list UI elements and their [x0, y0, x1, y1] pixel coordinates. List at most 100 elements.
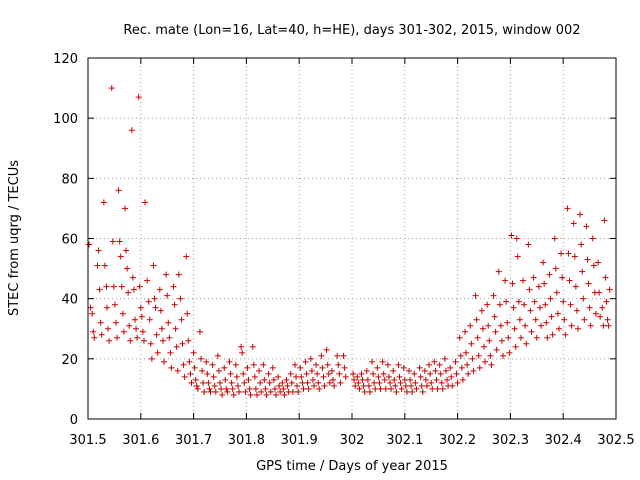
data-point — [422, 376, 429, 383]
data-point — [211, 382, 218, 389]
data-point — [385, 373, 392, 380]
data-point — [503, 298, 510, 305]
data-point — [120, 328, 127, 335]
data-point — [170, 283, 177, 290]
data-point — [284, 382, 291, 389]
data-point — [365, 382, 372, 389]
data-point — [196, 328, 203, 335]
data-point — [558, 250, 565, 257]
data-point — [109, 238, 116, 245]
data-point — [544, 334, 551, 341]
data-point — [573, 307, 580, 314]
data-point — [456, 334, 463, 341]
data-point — [229, 385, 236, 392]
data-point — [342, 373, 349, 380]
data-point — [474, 334, 481, 341]
data-point — [309, 376, 316, 383]
data-point — [428, 379, 435, 386]
data-point — [178, 316, 185, 323]
y-tick-label: 60 — [61, 233, 78, 248]
data-point — [498, 337, 505, 344]
data-point — [293, 373, 300, 380]
data-point — [105, 325, 112, 332]
data-point — [401, 376, 408, 383]
data-point — [297, 364, 304, 371]
data-point — [555, 325, 562, 332]
data-point — [449, 382, 456, 389]
data-point — [299, 379, 306, 386]
data-point — [337, 379, 344, 386]
data-point — [197, 355, 204, 362]
data-point — [187, 370, 194, 377]
data-point — [224, 388, 231, 395]
data-point — [475, 352, 482, 359]
data-point — [331, 382, 338, 389]
data-point — [429, 385, 436, 392]
data-points — [86, 85, 613, 398]
data-point — [135, 94, 142, 101]
data-point — [90, 328, 97, 335]
data-point — [553, 289, 560, 296]
data-point — [174, 367, 181, 374]
data-point — [244, 364, 251, 371]
data-point — [137, 304, 144, 311]
x-tick-label: 302 — [340, 433, 365, 448]
data-point — [277, 388, 284, 395]
data-point — [153, 331, 160, 338]
data-point — [403, 388, 410, 395]
data-point — [377, 385, 384, 392]
data-point — [526, 286, 533, 293]
data-point — [233, 373, 240, 380]
data-point — [364, 376, 371, 383]
data-point — [165, 319, 172, 326]
data-point — [514, 253, 521, 260]
data-point — [417, 373, 424, 380]
data-point — [478, 307, 485, 314]
data-point — [96, 286, 103, 293]
data-point — [408, 382, 415, 389]
data-point — [584, 256, 591, 263]
data-point — [152, 304, 159, 311]
data-point — [419, 388, 426, 395]
data-point — [409, 388, 416, 395]
data-point — [324, 361, 331, 368]
data-point — [603, 298, 610, 305]
data-point — [188, 379, 195, 386]
data-point — [222, 376, 229, 383]
data-point — [95, 247, 102, 254]
data-point — [413, 385, 420, 392]
data-point — [509, 280, 516, 287]
data-point — [418, 382, 425, 389]
data-point — [270, 376, 277, 383]
data-point — [406, 367, 413, 374]
data-point — [181, 373, 188, 380]
data-point — [535, 283, 542, 290]
data-point — [560, 298, 567, 305]
data-point — [313, 361, 320, 368]
data-point — [379, 358, 386, 365]
data-point — [164, 292, 171, 299]
data-point — [287, 370, 294, 377]
y-tick-label: 100 — [53, 112, 78, 127]
data-point — [236, 388, 243, 395]
data-point — [453, 370, 460, 377]
data-point — [183, 253, 190, 260]
data-point — [200, 379, 207, 386]
data-point — [481, 343, 487, 350]
data-point — [506, 349, 513, 356]
data-point — [335, 361, 342, 368]
data-point — [265, 370, 272, 377]
data-point — [448, 373, 455, 380]
data-point — [520, 277, 527, 284]
data-point — [266, 379, 273, 386]
data-point — [199, 367, 206, 374]
data-point — [454, 379, 461, 386]
data-point — [304, 379, 311, 386]
data-point — [473, 316, 480, 323]
data-point — [585, 280, 592, 287]
data-point — [127, 337, 134, 344]
data-point — [397, 379, 404, 386]
y-tick-label: 0 — [70, 413, 78, 428]
data-point — [486, 337, 493, 344]
data-point — [363, 367, 370, 374]
